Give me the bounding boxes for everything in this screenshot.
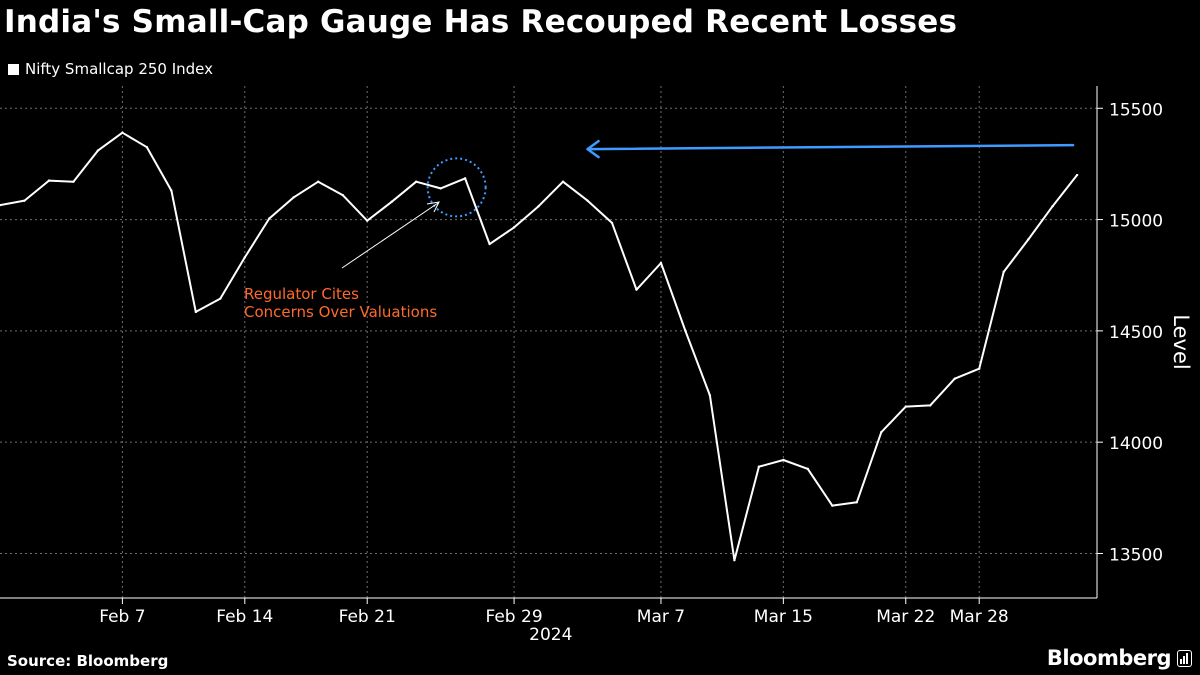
data-point: [659, 261, 663, 265]
data-point: [512, 226, 516, 229]
data-point: [733, 558, 736, 562]
data-point: [317, 180, 320, 183]
data-point: [684, 329, 687, 333]
data-point: [757, 465, 761, 468]
brand-logo: Bloomberg: [1047, 646, 1192, 670]
data-point: [635, 288, 638, 291]
data-point: [170, 189, 173, 192]
data-point: [880, 430, 883, 434]
annotation-pointer-head: [426, 201, 440, 213]
data-point: [855, 501, 858, 504]
data-point: [610, 221, 614, 225]
data-point: [72, 180, 75, 183]
data-point: [145, 146, 149, 149]
x-tick-label: Mar 28: [950, 607, 1009, 627]
x-tick-label: Feb 29: [486, 607, 543, 627]
data-point: [0, 203, 2, 207]
data-point: [463, 177, 467, 180]
data-point: [292, 196, 295, 199]
data-point: [1075, 173, 1079, 177]
data-point: [561, 180, 565, 183]
axes: 13500 14000 14500 15000 15500 Feb 7 Feb 14 Feb …: [0, 86, 1193, 645]
y-tick-label: 14000: [1109, 434, 1163, 454]
data-point: [390, 200, 393, 203]
annotation-pointer: [341, 202, 439, 269]
legend-label: Nifty Smallcap 250 Index: [25, 60, 214, 78]
data-point: [488, 242, 491, 246]
highlight-circle: [426, 157, 487, 218]
y-tick-label: 14500: [1109, 323, 1163, 343]
x-tick-label: Mar 22: [876, 607, 935, 627]
series-line: [0, 131, 1078, 562]
data-point: [121, 131, 124, 134]
data-point: [978, 367, 981, 370]
data-point: [904, 405, 907, 408]
data-point: [414, 180, 418, 183]
brand-name: Bloomberg: [1046, 646, 1172, 670]
x-tick-label: Feb 21: [339, 607, 396, 627]
x-year-label: 2024: [529, 625, 572, 645]
data-point: [782, 458, 785, 462]
data-point: [47, 179, 51, 182]
series: [0, 131, 1079, 562]
data-point: [1002, 270, 1005, 274]
data-point: [341, 193, 344, 197]
data-point: [1026, 238, 1030, 241]
annotation-text: Regulator Cites: [244, 285, 359, 303]
x-tick-label: Feb 14: [216, 607, 273, 627]
legend: Nifty Smallcap 250 Index: [8, 60, 213, 78]
data-point: [194, 310, 198, 314]
data-point: [439, 187, 442, 190]
reference-arrow-head: [586, 139, 600, 159]
y-tick-label: 15000: [1109, 212, 1163, 232]
chart-title: India's Small-Cap Gauge Has Recouped Rec…: [4, 4, 958, 40]
data-point: [929, 404, 932, 407]
y-axis-label: Level: [1169, 314, 1193, 369]
data-point: [243, 256, 246, 259]
grid: [0, 86, 1097, 598]
legend-swatch: [8, 63, 19, 75]
data-point: [23, 199, 26, 202]
data-point: [366, 219, 369, 222]
y-tick-label: 15500: [1109, 100, 1163, 120]
data-point: [219, 297, 222, 300]
bloomberg-terminal-icon: [1177, 649, 1192, 667]
data-point: [708, 394, 712, 397]
data-point: [537, 205, 540, 208]
source-note: Source: Bloomberg: [7, 652, 169, 670]
data-point: [831, 504, 834, 507]
x-tick-label: Mar 15: [754, 607, 813, 627]
annotation-text: Concerns Over Valuations: [244, 303, 437, 321]
data-point: [96, 149, 100, 152]
data-point: [953, 377, 956, 380]
x-tick-label: Feb 7: [99, 607, 145, 627]
reference-arrow-shaft: [586, 143, 1075, 151]
data-point: [586, 199, 589, 202]
data-point: [1051, 205, 1054, 208]
y-tick-label: 13500: [1109, 545, 1163, 565]
x-tick-label: Mar 7: [637, 607, 685, 627]
data-point: [806, 467, 810, 471]
data-point: [268, 217, 271, 220]
